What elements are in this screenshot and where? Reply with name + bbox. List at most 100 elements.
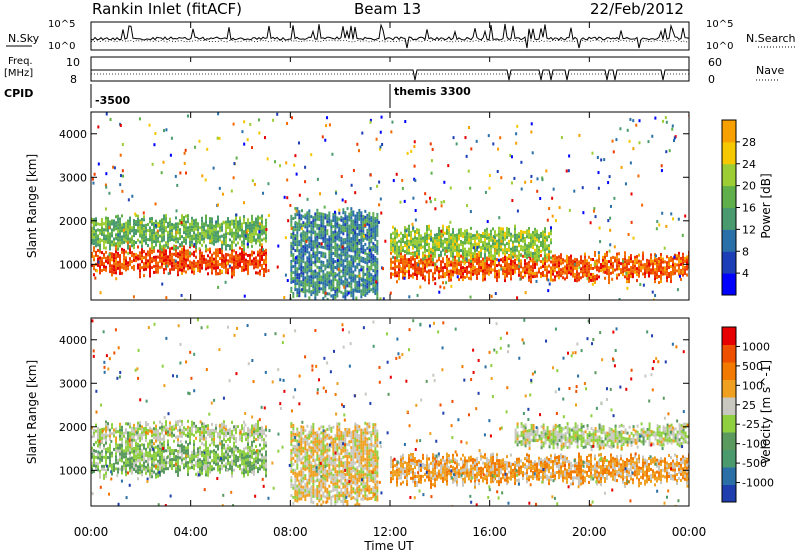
power-cell xyxy=(470,226,472,230)
power-cell xyxy=(540,254,542,258)
power-cell xyxy=(422,270,424,274)
power-scatter-point xyxy=(486,248,489,252)
power-cell xyxy=(338,259,341,263)
velocity-cell xyxy=(207,473,209,477)
power-cell xyxy=(318,290,321,294)
velocity-cell xyxy=(165,467,167,471)
velocity-cell xyxy=(121,447,123,451)
power-cell xyxy=(143,224,145,228)
power-scatter-point xyxy=(404,120,407,124)
velocity-cell xyxy=(129,469,131,473)
power-cell xyxy=(119,217,121,221)
power-cell xyxy=(181,265,183,269)
power-cell xyxy=(358,226,361,230)
power-cbar-seg-4 xyxy=(722,185,736,208)
power-cell xyxy=(191,237,193,241)
power-cell xyxy=(129,240,131,244)
power-scatter-point xyxy=(573,262,576,266)
power-scatter-point xyxy=(165,128,168,132)
power-cell xyxy=(416,240,418,244)
velocity-cell xyxy=(161,454,163,458)
power-cell xyxy=(163,253,165,257)
power-cell xyxy=(159,240,161,244)
power-cell xyxy=(574,278,576,282)
power-cbar-seg-7 xyxy=(722,120,736,143)
power-cell xyxy=(137,214,139,218)
power-cell xyxy=(298,279,301,283)
power-cell xyxy=(578,272,580,276)
power-cell xyxy=(320,212,323,216)
power-cell xyxy=(362,277,365,281)
power-cell xyxy=(117,241,119,245)
power-cell xyxy=(195,227,197,231)
power-cell xyxy=(432,260,434,264)
velocity-cell xyxy=(239,467,241,471)
power-cell xyxy=(223,239,225,243)
power-cell xyxy=(189,234,191,238)
power-scatter-point xyxy=(286,178,289,182)
power-cell xyxy=(546,256,548,260)
power-cell xyxy=(177,267,179,271)
power-cell xyxy=(622,264,624,268)
power-cell xyxy=(374,220,377,224)
power-cell xyxy=(235,265,237,269)
power-cell xyxy=(314,260,317,264)
power-cell xyxy=(239,228,241,232)
power-cell xyxy=(340,257,343,261)
power-cell xyxy=(324,279,327,283)
power-scatter-point xyxy=(597,171,600,175)
power-scatter-point xyxy=(611,277,614,281)
power-cell xyxy=(91,251,93,255)
power-cell xyxy=(314,215,317,219)
power-scatter-point xyxy=(434,262,437,266)
power-cell xyxy=(352,219,355,223)
power-scatter-point xyxy=(419,285,422,289)
power-cell xyxy=(233,261,235,265)
power-cell xyxy=(147,238,149,242)
power-cell xyxy=(512,246,514,250)
power-cell xyxy=(308,278,311,282)
power-cell xyxy=(520,244,522,248)
power-cell xyxy=(314,230,317,234)
power-cell xyxy=(308,260,311,264)
power-cell xyxy=(558,255,560,259)
power-cell xyxy=(207,236,209,240)
power-cell xyxy=(486,265,488,269)
power-scatter-point xyxy=(582,211,585,215)
power-cell xyxy=(426,261,428,265)
power-cell xyxy=(504,273,506,277)
power-cell xyxy=(91,229,93,233)
power-cell xyxy=(149,247,151,251)
power-scatter-point xyxy=(524,291,527,295)
power-cell xyxy=(328,217,331,221)
power-cell xyxy=(251,232,253,236)
power-scatter-point xyxy=(321,135,324,139)
power-cell xyxy=(261,263,263,267)
power-scatter-point xyxy=(179,171,182,175)
power-cell xyxy=(348,263,351,267)
power-cell xyxy=(332,263,335,267)
power-cell xyxy=(528,244,530,248)
power-cell xyxy=(255,223,257,227)
power-cell xyxy=(470,241,472,245)
velocity-cell xyxy=(163,458,165,462)
power-cell xyxy=(550,238,552,242)
power-cell xyxy=(534,251,536,255)
power-cell xyxy=(634,261,636,265)
power-cell xyxy=(424,256,426,260)
power-cell xyxy=(368,211,371,215)
power-scatter-point xyxy=(613,196,616,200)
power-cell xyxy=(426,249,428,253)
power-cell xyxy=(342,208,345,212)
power-cell xyxy=(566,269,568,273)
power-cell xyxy=(203,228,205,232)
power-cell xyxy=(366,234,369,238)
velocity-cell xyxy=(197,453,199,457)
power-cell xyxy=(322,260,325,264)
power-cell xyxy=(105,216,107,220)
power-cell xyxy=(340,248,343,252)
power-cell xyxy=(542,270,544,274)
power-cell xyxy=(624,269,626,273)
velocity-cell xyxy=(119,455,121,459)
power-cell xyxy=(372,281,375,285)
